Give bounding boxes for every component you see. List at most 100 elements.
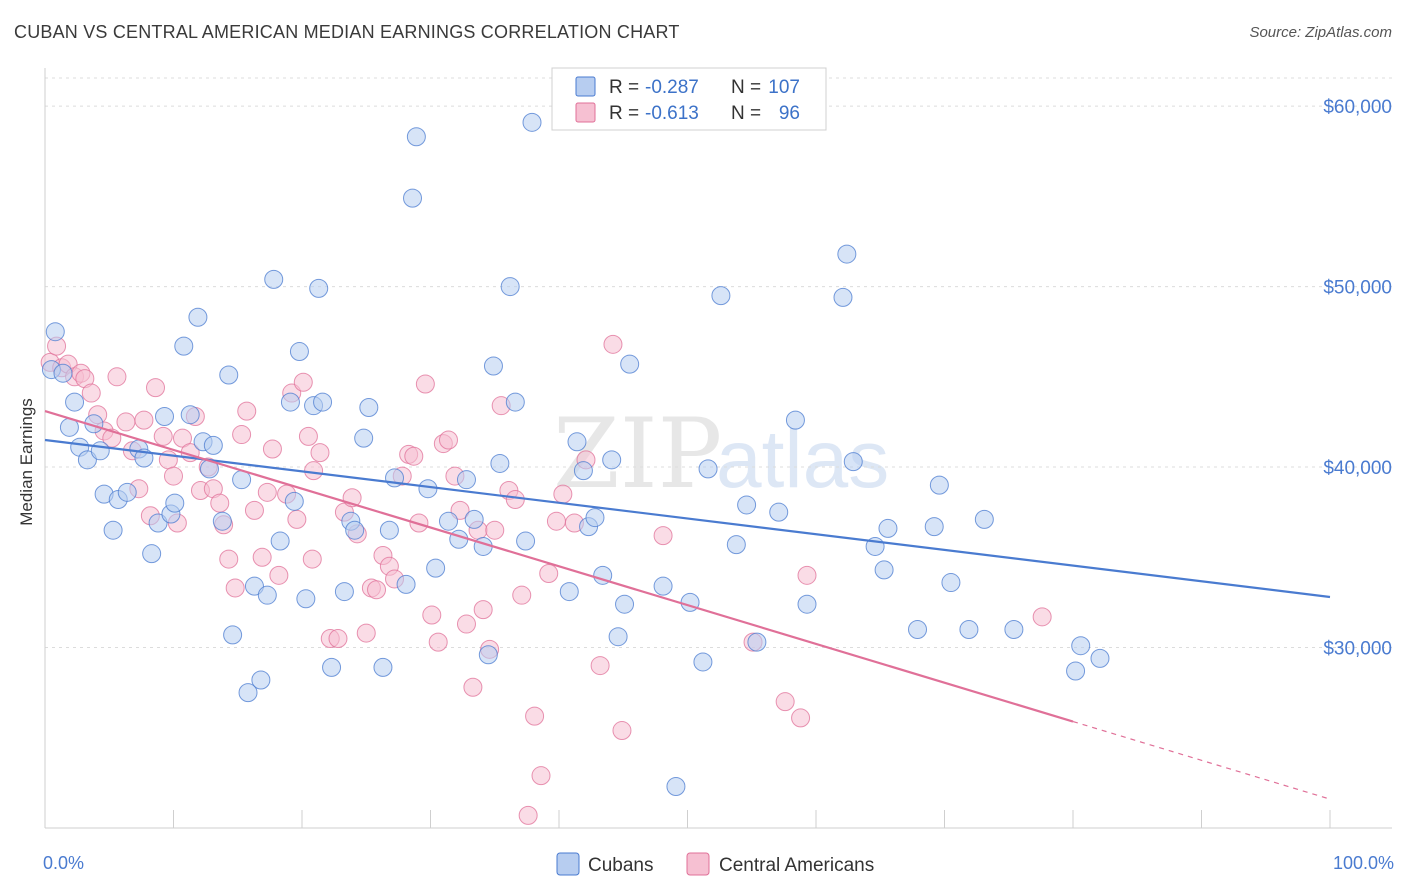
central-americans-point: [310, 443, 330, 463]
central-americans-point: [164, 466, 183, 486]
y-tick-label: $40,000: [1323, 458, 1392, 479]
legend-n-label-cubans: N =: [731, 77, 761, 98]
legend-n-value-cubans: 107: [768, 77, 800, 98]
cubans-point: [45, 322, 65, 342]
gridlines: $30,000 $40,000 $50,000 $60,000: [45, 77, 1392, 660]
central-americans-point: [775, 692, 795, 712]
cubans-point: [90, 441, 110, 461]
cubans-point: [666, 776, 686, 796]
cubans-point: [354, 428, 374, 448]
central-americans-point: [525, 706, 545, 726]
cubans-point: [693, 652, 713, 672]
cubans-point: [456, 470, 476, 490]
cubans-trend-line: [44, 438, 1331, 599]
central-americans-point: [237, 401, 257, 421]
cubans-point: [602, 450, 622, 470]
cubans-point: [924, 517, 944, 537]
legend-r-value-cubans: -0.287: [645, 77, 699, 98]
cubans-point: [403, 188, 423, 208]
cubans-point: [908, 619, 928, 639]
cubans-point: [289, 342, 309, 362]
central-americans-point: [404, 446, 424, 466]
central-americans-point: [262, 439, 282, 459]
central-americans-point: [134, 410, 154, 430]
cubans-point: [941, 573, 961, 593]
cubans-point: [878, 518, 898, 538]
cubans-point: [379, 520, 399, 540]
central-americans-point: [298, 426, 318, 446]
cubans-point: [238, 683, 258, 703]
cubans-point: [797, 594, 817, 614]
central-americans-point: [505, 490, 525, 510]
central-americans-point: [791, 708, 811, 728]
watermark-atlas: atlas: [716, 414, 889, 505]
central-americans-point: [603, 334, 623, 354]
cubans-point: [264, 269, 284, 289]
central-americans-point: [415, 374, 435, 394]
cubans-point: [313, 392, 333, 412]
central-americans-trend-extension: [1072, 720, 1331, 800]
cubans-point: [142, 544, 162, 564]
cubans-point: [1004, 619, 1024, 639]
cubans-point: [180, 405, 200, 425]
cubans-point: [959, 619, 979, 639]
x-tick-label-min: 0.0%: [43, 853, 84, 873]
bottom-legend-cubans: Cubans: [588, 855, 654, 876]
legend-r-label-cubans: R =: [609, 77, 639, 98]
cubans-point: [653, 576, 673, 596]
trend-lines: [44, 410, 1331, 800]
legend-frame: [551, 67, 827, 131]
central-americans-points: [40, 334, 1052, 825]
cubans-point: [406, 127, 426, 147]
cubans-point: [334, 582, 354, 602]
legend-r-label-central: R =: [609, 103, 639, 124]
central-americans-point: [367, 580, 387, 600]
cubans-point: [478, 645, 498, 665]
cubans-point: [1090, 648, 1110, 668]
bottom-legend: Cubans Central Americans: [556, 852, 874, 876]
legend-box: R = -0.287 N = 107 R = -0.613 N = 96: [551, 67, 827, 131]
central-americans-point: [531, 766, 551, 786]
cubans-point: [426, 558, 446, 578]
central-americans-point: [244, 500, 264, 520]
cubans-point: [1066, 661, 1086, 681]
central-americans-point: [518, 805, 538, 825]
cubans-point: [309, 278, 329, 298]
cubans-point: [843, 452, 863, 472]
cubans-point: [117, 482, 137, 502]
cubans-point: [737, 495, 757, 515]
x-tick-label-max: 100.0%: [1333, 853, 1394, 873]
cubans-point: [223, 625, 243, 645]
central-americans-point: [428, 632, 448, 652]
central-americans-point: [463, 677, 483, 697]
central-americans-point: [107, 367, 127, 387]
central-americans-point: [456, 614, 476, 634]
central-americans-point: [539, 564, 559, 584]
cubans-point: [65, 392, 85, 412]
cubans-point: [516, 531, 536, 551]
central-americans-point: [356, 623, 376, 643]
cubans-point: [615, 594, 635, 614]
cubans-point: [345, 520, 365, 540]
watermark-zip: ZIP: [553, 398, 722, 510]
legend-r-value-central: -0.613: [645, 103, 699, 124]
y-tick-label: $60,000: [1323, 97, 1392, 118]
cubans-point: [359, 397, 379, 417]
central-americans-point: [287, 509, 307, 529]
source-credit: Source: ZipAtlas.com: [1249, 24, 1392, 41]
cubans-point: [270, 531, 290, 551]
central-americans-point: [293, 372, 313, 392]
central-americans-point: [328, 629, 348, 648]
cubans-point: [608, 627, 628, 647]
cubans-point: [322, 657, 342, 677]
cubans-point: [726, 535, 746, 555]
cubans-point: [1071, 636, 1091, 656]
bottom-legend-central: Central Americans: [719, 855, 874, 876]
cubans-point: [257, 585, 277, 605]
cubans-point: [874, 560, 894, 580]
cubans-point: [500, 277, 520, 297]
central-americans-point: [304, 461, 324, 481]
cubans-point: [203, 435, 223, 455]
y-axis-label: Median Earnings: [17, 398, 36, 526]
